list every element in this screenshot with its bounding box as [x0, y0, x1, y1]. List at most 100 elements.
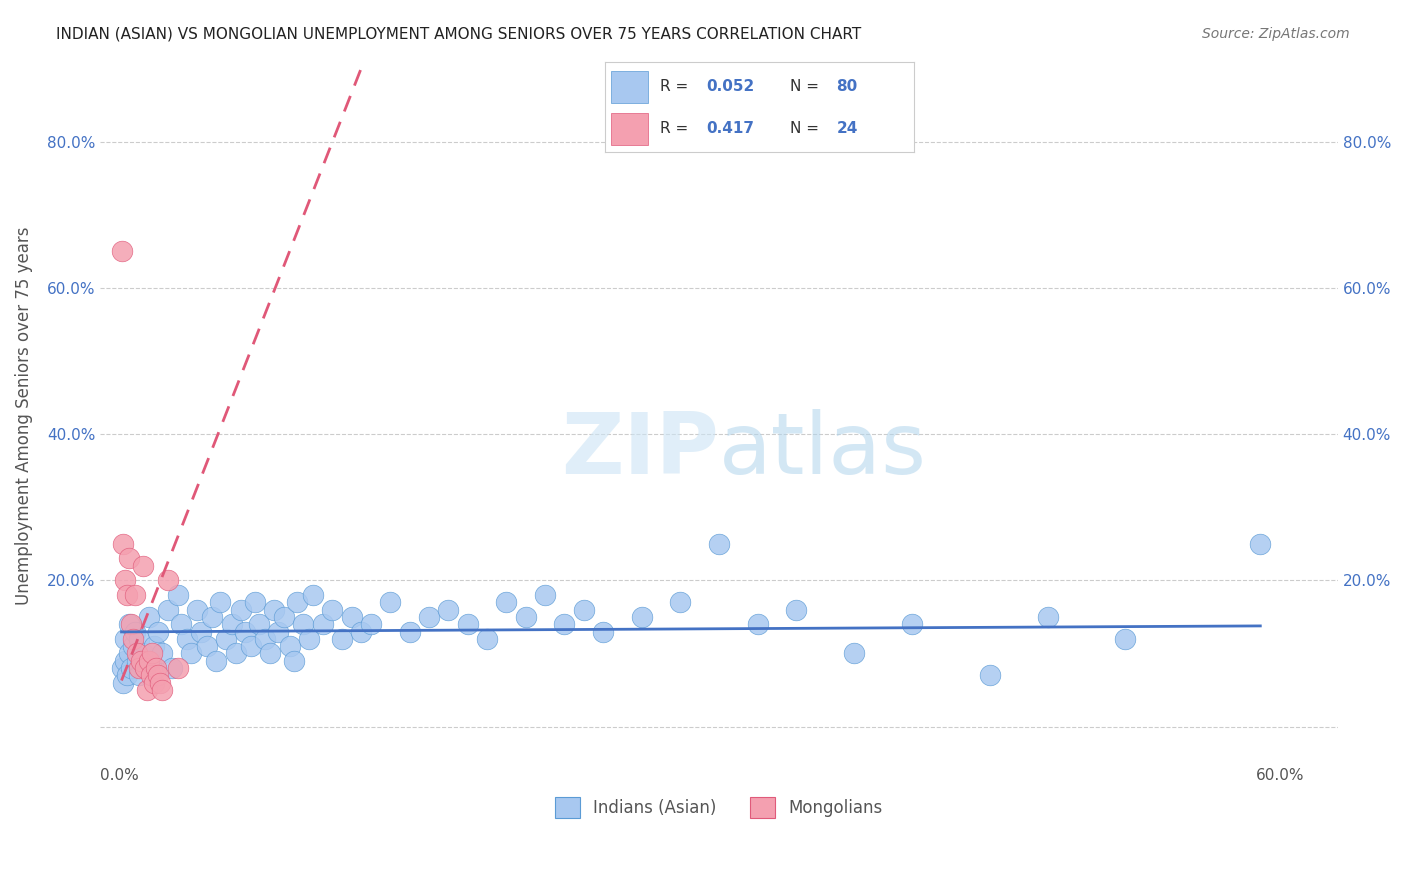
Point — [148, 668, 170, 682]
Point — [1114, 632, 1136, 646]
Point — [292, 617, 315, 632]
Point — [225, 647, 247, 661]
FancyBboxPatch shape — [610, 113, 648, 145]
Point — [120, 617, 142, 632]
Point — [149, 675, 172, 690]
Point — [302, 588, 325, 602]
Y-axis label: Unemployment Among Seniors over 75 years: Unemployment Among Seniors over 75 years — [15, 227, 32, 605]
Point — [112, 537, 135, 551]
Point — [160, 661, 183, 675]
Point — [120, 661, 142, 675]
Point — [135, 683, 157, 698]
Point — [1249, 537, 1271, 551]
Point — [747, 617, 769, 632]
Point — [132, 558, 155, 573]
Point — [669, 595, 692, 609]
Point — [134, 661, 156, 675]
Point — [330, 632, 353, 646]
Text: N =: N = — [790, 121, 820, 136]
Point — [901, 617, 924, 632]
Point — [201, 610, 224, 624]
Point — [267, 624, 290, 639]
Point — [186, 602, 208, 616]
Point — [125, 647, 148, 661]
Point — [139, 654, 162, 668]
Point — [979, 668, 1001, 682]
Point — [129, 654, 152, 668]
Text: INDIAN (ASIAN) VS MONGOLIAN UNEMPLOYMENT AMONG SENIORS OVER 75 YEARS CORRELATION: INDIAN (ASIAN) VS MONGOLIAN UNEMPLOYMENT… — [56, 27, 862, 42]
Point — [112, 675, 135, 690]
Point — [350, 624, 373, 639]
Point — [360, 617, 382, 632]
Point — [707, 537, 730, 551]
Legend: Indians (Asian), Mongolians: Indians (Asian), Mongolians — [548, 790, 890, 824]
Point — [128, 668, 150, 682]
Point — [114, 632, 136, 646]
Point — [243, 595, 266, 609]
Text: R =: R = — [661, 121, 689, 136]
Point — [572, 602, 595, 616]
Point — [134, 661, 156, 675]
Point — [110, 661, 132, 675]
Point — [141, 647, 163, 661]
Text: 0.417: 0.417 — [707, 121, 755, 136]
Point — [156, 602, 179, 616]
Point — [209, 595, 232, 609]
Point — [166, 661, 188, 675]
Point — [253, 632, 276, 646]
Point — [515, 610, 537, 624]
Point — [128, 632, 150, 646]
Text: N =: N = — [790, 79, 820, 95]
Text: 80: 80 — [837, 79, 858, 95]
Point — [110, 244, 132, 259]
Point — [143, 675, 166, 690]
Point — [534, 588, 557, 602]
Point — [592, 624, 614, 639]
Point — [1036, 610, 1059, 624]
Point — [122, 639, 145, 653]
Point — [148, 624, 170, 639]
Point — [844, 647, 866, 661]
Point — [437, 602, 460, 616]
Point — [195, 639, 218, 653]
Point — [138, 610, 160, 624]
Point — [259, 647, 281, 661]
Point — [114, 654, 136, 668]
Point — [340, 610, 363, 624]
Point — [457, 617, 479, 632]
Point — [117, 668, 139, 682]
Point — [263, 602, 285, 616]
Point — [205, 654, 228, 668]
Point — [287, 595, 309, 609]
Point — [150, 683, 173, 698]
Point — [118, 551, 141, 566]
Point — [380, 595, 402, 609]
Point — [278, 639, 301, 653]
Point — [170, 617, 193, 632]
Point — [156, 574, 179, 588]
Text: ZIP: ZIP — [561, 409, 718, 492]
Text: 0.052: 0.052 — [707, 79, 755, 95]
Point — [138, 654, 160, 668]
Point — [495, 595, 517, 609]
Point — [240, 639, 263, 653]
Point — [117, 588, 139, 602]
Point — [180, 647, 202, 661]
Point — [139, 668, 162, 682]
Point — [298, 632, 321, 646]
Point — [190, 624, 212, 639]
Point — [125, 654, 148, 668]
Point — [132, 647, 155, 661]
Point — [124, 588, 146, 602]
Point — [247, 617, 270, 632]
Point — [231, 602, 253, 616]
Text: R =: R = — [661, 79, 689, 95]
Point — [122, 632, 145, 646]
Point — [118, 617, 141, 632]
Point — [118, 647, 141, 661]
Point — [418, 610, 440, 624]
Text: atlas: atlas — [718, 409, 927, 492]
FancyBboxPatch shape — [610, 71, 648, 103]
Point — [785, 602, 807, 616]
Point — [221, 617, 243, 632]
